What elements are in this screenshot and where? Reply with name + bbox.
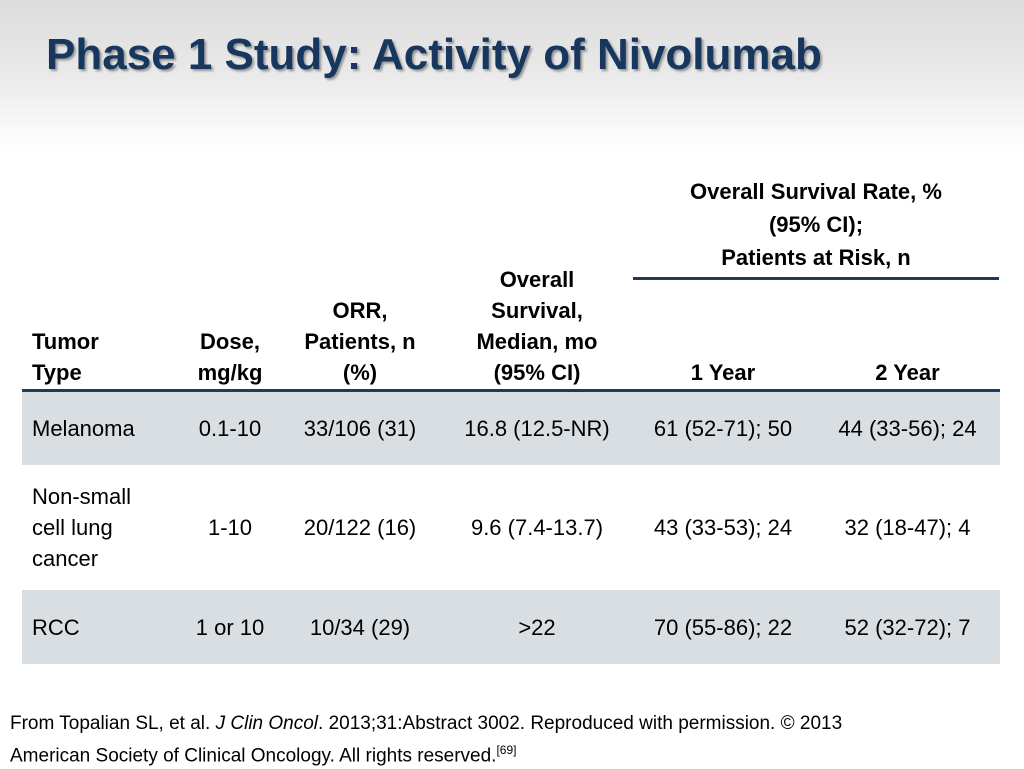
header-os-rate-line: Patients at Risk, n [721,245,911,270]
reference-number: [69] [496,743,517,757]
header-os-rate-group: Overall Survival Rate, % (95% CI); Patie… [633,175,999,274]
citation-footer: From Topalian SL, et al. J Clin Oncol. 2… [10,711,1020,769]
cell-orr: 20/122 (16) [303,515,417,540]
cell-orr: 10/34 (29) [309,614,411,640]
citation-line-2: American Society of Clinical Oncology. A… [10,737,1020,769]
header-os-line: Median, mo [476,329,598,354]
header-os-line: Overall [499,267,575,292]
cell-2-year: 32 (18-47); 4 [844,515,971,540]
cell-os-median: 9.6 (7.4-13.7) [470,515,604,540]
citation-prefix: From Topalian SL, et al. [10,713,216,734]
header-os-line: Survival, [491,298,583,323]
header-dose-line: Dose, [200,329,260,354]
cell-os-median: >22 [518,614,556,640]
citation-details: . 2013;31:Abstract 3002. Reproduced with… [318,713,843,734]
table-header-rule [22,389,1000,392]
header-tumor-type-line: Type [32,360,82,385]
header-tumor-type-line: Tumor [32,329,99,354]
header-orr-line: ORR, [332,298,388,323]
header-dose: Dose, mg/kg [175,326,285,388]
cell-dose: 1-10 [207,515,253,540]
cell-tumor-type: Non-small cell lung cancer [32,465,177,590]
cell-dose: 1 or 10 [195,614,265,640]
table-row-nsclc: Non-small cell lung cancer 1-10 20/122 (… [22,465,1000,590]
cell-tumor-type: Melanoma [32,416,135,441]
title-band [0,0,1024,150]
cell-2-year: 52 (32-72); 7 [844,614,971,640]
header-orr: ORR, Patients, n (%) [285,295,435,388]
cell-1-year: 43 (33-53); 24 [653,515,793,540]
os-rate-group-rule [633,277,999,280]
citation-journal: J Clin Oncol [215,713,319,734]
cell-tumor-type-line: Non-small [32,484,132,509]
header-tumor-type: Tumor Type [32,326,172,388]
citation-line-1: From Topalian SL, et al. J Clin Oncol. 2… [10,711,1020,737]
header-os-line: (95% CI) [493,360,581,385]
cell-tumor-type-line: cell lung [32,515,113,540]
header-overall-survival: Overall Survival, Median, mo (95% CI) [450,264,624,388]
header-os-rate-line: (95% CI); [768,212,864,237]
cell-os-median: 16.8 (12.5-NR) [464,416,610,441]
header-orr-line: Patients, n [304,329,416,354]
header-1-year: 1 Year [690,360,756,385]
citation-copyright: American Society of Clinical Oncology. A… [10,745,497,767]
slide-title: Phase 1 Study: Activity of Nivolumab [46,30,822,79]
header-os-rate-line: Overall Survival Rate, % [690,179,942,204]
header-dose-line: mg/kg [197,360,263,385]
table-row-melanoma: Melanoma 0.1-10 33/106 (31) 16.8 (12.5-N… [22,392,1000,465]
cell-1-year: 70 (55-86); 22 [653,614,793,640]
header-2-year: 2 Year [875,360,940,385]
cell-tumor-type-line: cancer [32,546,99,571]
cell-1-year: 61 (52-71); 50 [653,416,793,441]
cell-2-year: 44 (33-56); 24 [838,416,977,441]
cell-tumor-type: RCC [32,614,80,640]
cell-orr: 33/106 (31) [303,416,417,441]
table-row-rcc: RCC 1 or 10 10/34 (29) >22 70 (55-86); 2… [22,590,1000,664]
header-orr-line: (%) [342,360,378,385]
cell-dose: 0.1-10 [198,416,262,441]
